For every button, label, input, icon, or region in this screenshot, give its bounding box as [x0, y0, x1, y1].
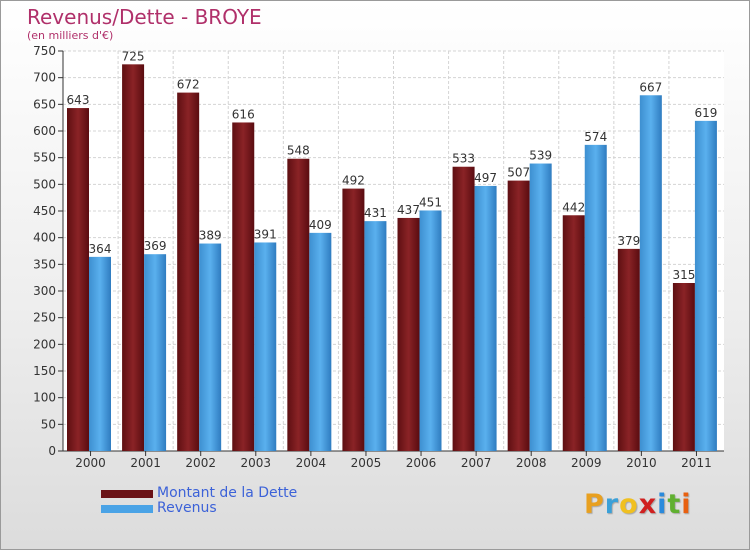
bar-revenus — [364, 221, 387, 451]
x-tick-label: 2007 — [461, 456, 492, 470]
x-tick-label: 2011 — [681, 456, 712, 470]
bar-revenus — [584, 144, 607, 451]
y-tick-label: 550 — [33, 151, 56, 165]
x-tick-label: 2001 — [130, 456, 161, 470]
bar-debt — [287, 158, 310, 451]
bar-revenus — [89, 256, 111, 451]
bar-debt — [177, 92, 200, 451]
value-label-revenus: 369 — [144, 239, 167, 253]
legend-label-revenus: Revenus — [157, 500, 217, 516]
bar-debt — [122, 64, 145, 452]
bar-revenus — [639, 95, 662, 452]
chart-title: Revenus/Dette - BROYE — [27, 5, 262, 29]
bar-debt — [507, 180, 530, 451]
logo-letter: o — [619, 489, 639, 520]
bar-debt — [397, 217, 420, 451]
value-label-revenus: 497 — [474, 171, 497, 185]
x-tick-label: 2008 — [516, 456, 547, 470]
grid-lines — [63, 50, 724, 452]
value-label-revenus: 364 — [89, 242, 112, 256]
value-label-debt: 616 — [232, 107, 255, 121]
y-tick-label: 350 — [33, 257, 56, 271]
value-label-revenus: 389 — [199, 229, 222, 243]
bar-debt — [672, 283, 695, 451]
bar-debt — [617, 248, 640, 451]
value-label-revenus: 391 — [254, 227, 277, 241]
value-label-revenus: 619 — [694, 106, 717, 120]
bars — [67, 64, 717, 452]
y-tick-label: 150 — [33, 364, 56, 378]
logo-letter: x — [638, 489, 658, 520]
value-label-debt: 672 — [177, 78, 200, 92]
y-tick-label: 650 — [33, 97, 56, 111]
value-label-debt: 533 — [452, 152, 475, 166]
legend-swatch-revenus — [101, 505, 153, 513]
y-tick-label: 700 — [33, 71, 56, 85]
value-label-debt: 643 — [67, 93, 90, 107]
y-tick-label: 0 — [48, 444, 56, 458]
x-tick-label: 2005 — [351, 456, 382, 470]
value-label-debt: 315 — [672, 268, 695, 282]
x-tick-label: 2010 — [626, 456, 657, 470]
value-label-revenus: 667 — [639, 80, 662, 94]
value-label-revenus: 451 — [419, 195, 442, 209]
chart-subtitle: (en milliers d'€) — [27, 29, 114, 42]
bar-debt — [342, 188, 365, 451]
x-tick-label: 2004 — [296, 456, 327, 470]
y-tick-label: 400 — [33, 231, 56, 245]
logo-letter: i — [681, 489, 692, 520]
x-tick-label: 2000 — [75, 456, 106, 470]
y-tick-label: 200 — [33, 337, 56, 351]
y-tick-label: 100 — [33, 391, 56, 405]
bar-debt — [232, 122, 255, 451]
logo-letter: r — [604, 489, 620, 520]
axes: 0 50 100 150 200 250 300 350 400 450 500 550 600 650 7… — [33, 44, 724, 470]
value-label-revenus: 574 — [584, 130, 607, 144]
bar-revenus — [694, 120, 717, 451]
value-label-debt: 379 — [617, 234, 640, 248]
bar-revenus — [254, 242, 277, 451]
value-label-revenus: 431 — [364, 206, 387, 220]
bar-debt — [562, 215, 585, 451]
y-tick-label: 450 — [33, 204, 56, 218]
bar-debt — [452, 166, 475, 451]
x-tick-label: 2009 — [571, 456, 602, 470]
value-label-debt: 548 — [287, 144, 310, 158]
y-tick-label: 600 — [33, 124, 56, 138]
bar-revenus — [144, 254, 167, 451]
value-label-debt: 492 — [342, 174, 365, 188]
bar-debt — [67, 108, 89, 452]
logo-letter: P — [584, 489, 605, 520]
y-tick-label: 250 — [33, 311, 56, 325]
value-label-debt: 442 — [562, 200, 585, 214]
x-tick-label: 2003 — [241, 456, 272, 470]
proxiti-logo: Proxiti — [584, 489, 692, 520]
logo-letter: i — [657, 489, 668, 520]
y-tick-label: 300 — [33, 284, 56, 298]
legend-swatch-debt — [101, 490, 153, 498]
y-tick-label: 500 — [33, 177, 56, 191]
y-tick-label: 750 — [33, 44, 56, 58]
bar-revenus — [199, 243, 222, 451]
legend-label-debt: Montant de la Dette — [157, 485, 298, 501]
x-tick-label: 2006 — [406, 456, 437, 470]
value-label-debt: 725 — [122, 49, 145, 63]
x-tick-label: 2002 — [185, 456, 216, 470]
value-label-revenus: 539 — [529, 149, 552, 163]
logo-letter: t — [667, 489, 682, 520]
value-label-debt: 507 — [507, 166, 530, 180]
value-label-debt: 437 — [397, 203, 420, 217]
bar-revenus — [474, 185, 497, 451]
value-label-revenus: 409 — [309, 218, 332, 232]
y-tick-label: 50 — [41, 417, 56, 431]
bar-revenus — [529, 163, 552, 452]
bar-revenus — [309, 232, 332, 451]
bar-revenus — [419, 210, 442, 451]
